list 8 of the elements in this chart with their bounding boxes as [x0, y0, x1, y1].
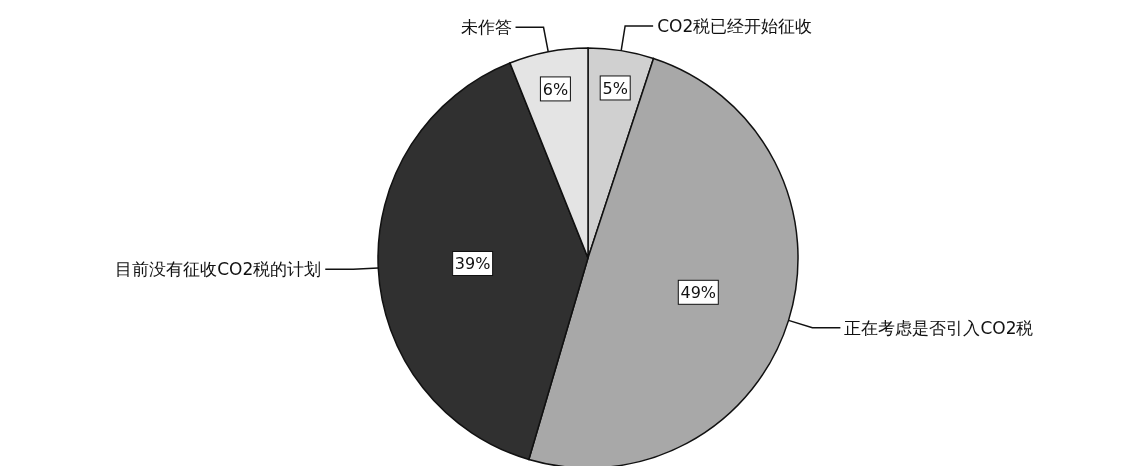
slice-label: CO2税已经开始征收	[657, 15, 813, 36]
slice-label: 未作答	[460, 17, 512, 38]
data-label: 49%	[680, 282, 717, 302]
slice-label: 目前没有征收CO2税的计划	[115, 259, 322, 280]
data-label: 6%	[542, 79, 569, 99]
slice-label: 正在考虑是否引入CO2税	[844, 317, 1034, 338]
data-label: 5%	[602, 78, 628, 98]
data-label: 39%	[454, 254, 491, 274]
